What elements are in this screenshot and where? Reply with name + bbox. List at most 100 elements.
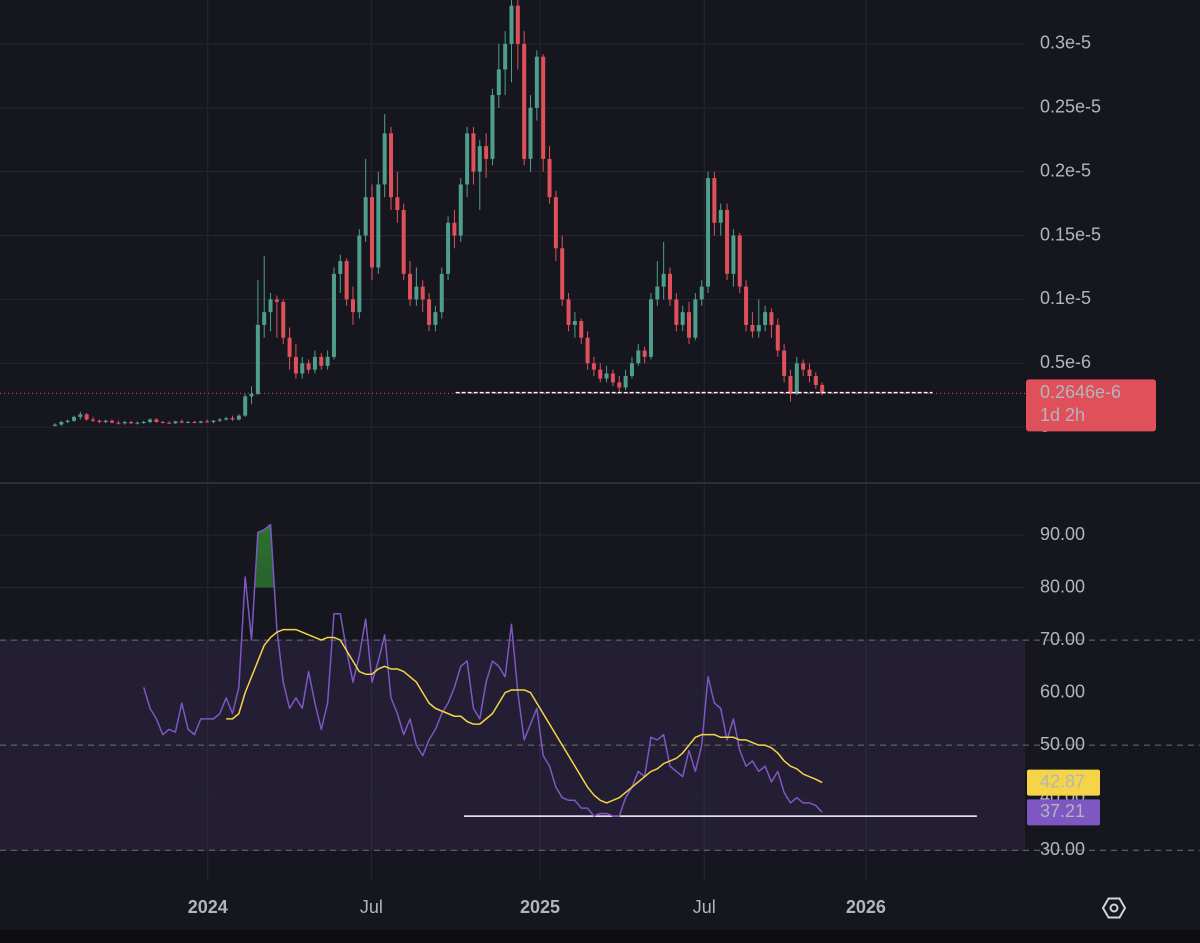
candle-body [813, 376, 818, 385]
y-tick-label: 90.00 [1040, 524, 1085, 544]
candle-body [268, 299, 273, 313]
candle-body [490, 95, 495, 159]
candle-body [731, 235, 736, 274]
candle-body [553, 197, 558, 249]
candle-body [154, 419, 159, 423]
x-tick-label: 2026 [846, 897, 886, 917]
candle-body [389, 133, 394, 198]
candle-body [71, 416, 76, 421]
candle-body [52, 424, 57, 426]
candle-body [458, 184, 463, 236]
candle-body [293, 356, 298, 374]
candle-body [661, 273, 666, 287]
candle-body [395, 197, 400, 210]
candle-body [446, 222, 451, 274]
candle-body [97, 420, 102, 423]
value-box [1027, 769, 1100, 796]
candle-body [712, 178, 717, 223]
candle-body [198, 421, 203, 423]
bottom-bar [0, 930, 1200, 943]
value-box [1027, 799, 1100, 826]
candle-body [763, 312, 768, 325]
candle-body [129, 422, 134, 424]
candle-body [433, 312, 438, 325]
candle-body [160, 422, 165, 424]
candle-body [788, 376, 793, 394]
candle-body [287, 337, 292, 357]
candle-body [528, 107, 533, 159]
candle-body [750, 324, 755, 332]
candle-body [59, 422, 64, 425]
countdown-label: 1d 2h [1040, 405, 1085, 425]
candle-body [560, 248, 565, 300]
candle-body [585, 337, 590, 364]
candle-body [566, 299, 571, 325]
candle-body [205, 421, 210, 423]
candle-body [369, 197, 374, 268]
candle-body [122, 422, 127, 424]
candle-body [217, 419, 222, 421]
candle-body [401, 209, 406, 274]
candle-body [477, 146, 482, 172]
y-tick-label: 70.00 [1040, 629, 1085, 649]
candle-body [173, 421, 178, 424]
x-tick-label: Jul [360, 897, 383, 917]
y-tick-label: 80.00 [1040, 576, 1085, 596]
candle-body [775, 324, 780, 351]
candle-body [249, 393, 254, 397]
grid [0, 0, 1200, 880]
candle-body [331, 273, 336, 357]
y-tick-label: 60.00 [1040, 681, 1085, 701]
candle-body [642, 350, 647, 357]
candle-body [439, 273, 444, 313]
candle-body [135, 422, 140, 424]
candle-body [782, 350, 787, 377]
candle-body [300, 363, 305, 374]
candle-body [534, 56, 539, 108]
candle-body [744, 286, 749, 325]
candle-body [699, 286, 704, 300]
y-tick-label: 0.25e-5 [1040, 97, 1101, 117]
candle-body [363, 197, 368, 236]
candle-body [579, 321, 584, 338]
y-tick-label: 0.1e-5 [1040, 288, 1091, 308]
candle-body [243, 396, 248, 416]
candle-body [674, 299, 679, 325]
candle-body [687, 312, 692, 338]
candle-body [655, 286, 660, 300]
candle-body [376, 184, 381, 268]
candle-body [306, 363, 311, 370]
candle-body [515, 5, 520, 44]
settings-dot[interactable] [1109, 903, 1119, 913]
candle-body [236, 415, 241, 420]
candle-body [801, 363, 806, 370]
candle-body [224, 418, 229, 420]
candle-body [141, 422, 146, 424]
candle-body [357, 235, 362, 313]
candle-body [110, 420, 115, 423]
candle-body [167, 422, 172, 424]
candle-body [522, 43, 527, 159]
candle-body [503, 43, 508, 70]
candle-body [648, 299, 653, 357]
settings-icon[interactable] [1101, 897, 1127, 919]
y-tick-label: 30.00 [1040, 839, 1085, 859]
candle-body [617, 382, 622, 388]
candle-body [344, 261, 349, 300]
candle-body [541, 56, 546, 159]
candle-body [103, 420, 108, 423]
candle-body [78, 414, 83, 417]
settings-hex[interactable] [1101, 897, 1127, 919]
x-tick-label: 2025 [520, 897, 560, 917]
candle-body [325, 356, 330, 366]
candle-body [192, 422, 197, 424]
candle-body [591, 363, 596, 370]
candle-body [211, 420, 216, 423]
candle-body [65, 420, 70, 423]
candle-body [737, 235, 742, 287]
candle-body [572, 321, 577, 325]
candle-body [414, 286, 419, 300]
y-tick-label: 0.3e-5 [1040, 33, 1091, 53]
x-tick-label: 2024 [188, 897, 228, 917]
